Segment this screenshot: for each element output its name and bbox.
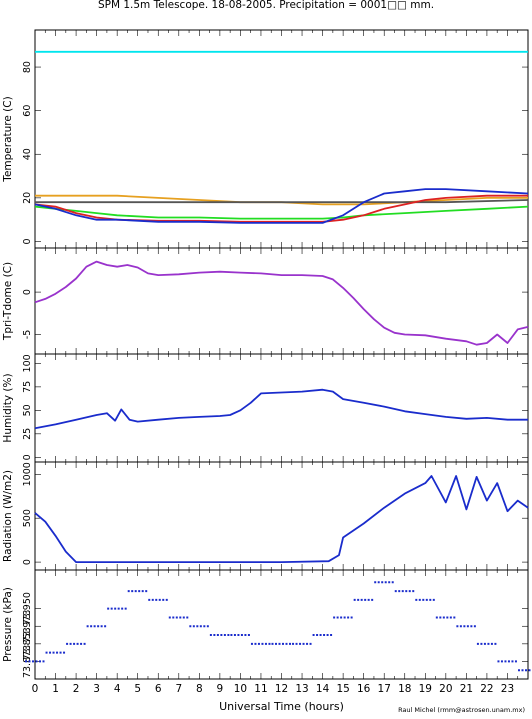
series-line-3 bbox=[35, 199, 529, 204]
x-tick-label: 19 bbox=[419, 683, 432, 695]
x-tick-label: 4 bbox=[114, 683, 121, 695]
series-line-1 bbox=[34, 260, 529, 346]
x-tick-label: 14 bbox=[316, 683, 330, 695]
y-axis-label: Radiation (W/m2) bbox=[2, 470, 14, 562]
panel-frame bbox=[34, 247, 529, 355]
x-tick-label: 1 bbox=[52, 683, 59, 695]
panel-1: 0 20 40 60 80 Temperature (C) bbox=[2, 29, 529, 249]
y-tick-label: -5 bbox=[22, 330, 33, 339]
y-tick-label: 0 bbox=[22, 454, 33, 460]
y-tick-label: 40 bbox=[22, 148, 33, 160]
series-1 bbox=[25, 581, 532, 672]
y-tick-label: 50 bbox=[22, 404, 33, 416]
panel-frame bbox=[34, 353, 529, 463]
x-tick-label: 13 bbox=[295, 683, 308, 695]
y-tick-label: 73.853 bbox=[22, 627, 33, 660]
panel-4: 0 500 1000 Radiation (W/m2) bbox=[2, 461, 529, 571]
y-tick-label: 0 bbox=[22, 238, 33, 244]
x-tick-label: 12 bbox=[275, 683, 288, 695]
x-tick-label: 2 bbox=[73, 683, 80, 695]
x-tick-label: 7 bbox=[175, 683, 182, 695]
y-axis-label: Pressure (kPa) bbox=[2, 587, 14, 662]
series-line-4 bbox=[34, 205, 529, 220]
x-tick-label: 22 bbox=[480, 683, 493, 695]
x-tick-label: 21 bbox=[460, 683, 473, 695]
y-tick-label: 60 bbox=[22, 105, 33, 117]
y-tick-label: 73.973 bbox=[22, 610, 33, 643]
y-tick-label: 500 bbox=[22, 509, 33, 527]
y-tick-label: 25 bbox=[22, 428, 33, 440]
panel-frame bbox=[34, 461, 529, 571]
x-tick-label: 17 bbox=[378, 683, 391, 695]
x-tick-label: 11 bbox=[254, 683, 267, 695]
x-tick-label: 3 bbox=[93, 683, 100, 695]
y-tick-label: 0 bbox=[22, 289, 33, 295]
x-tick-label: 15 bbox=[336, 683, 349, 695]
x-tick-label: 6 bbox=[155, 683, 162, 695]
panel-2: -5 0 Tpri-Tdome (C) bbox=[2, 247, 529, 355]
y-axis-label: Tpri-Tdome (C) bbox=[2, 262, 14, 341]
y-axis-label: Humidity (%) bbox=[2, 373, 14, 442]
panel-3: 0 25 50 75 100 Humidity (%) bbox=[2, 353, 529, 463]
x-tick-label: 18 bbox=[398, 683, 411, 695]
chart-title: SPM 1.5m Telescope. 18-08-2005. Precipit… bbox=[98, 0, 434, 11]
y-tick-label: 100 bbox=[22, 354, 33, 372]
y-tick-label: 20 bbox=[22, 192, 33, 204]
author-credit: Raul Michel (rmm@astrosen.unam.mx) bbox=[398, 706, 525, 714]
series-line-1 bbox=[34, 475, 529, 563]
x-tick-label: 10 bbox=[234, 683, 247, 695]
x-tick-label: 23 bbox=[501, 683, 514, 695]
y-tick-label: 75 bbox=[22, 381, 33, 393]
y-axis-label: Temperature (C) bbox=[2, 96, 14, 182]
x-tick-label: 16 bbox=[357, 683, 371, 695]
series-line-5 bbox=[34, 194, 528, 223]
x-tick-label: 9 bbox=[217, 683, 224, 695]
y-tick-label: 80 bbox=[22, 61, 33, 73]
series-line-1 bbox=[34, 388, 528, 430]
x-tick-label: 5 bbox=[134, 683, 141, 695]
y-tick-label: 73.950 bbox=[22, 592, 33, 625]
panel-frame bbox=[34, 569, 529, 680]
y-tick-label: 73.873 bbox=[22, 645, 33, 678]
x-tick-label: 0 bbox=[32, 683, 39, 695]
series-line-6 bbox=[34, 188, 529, 224]
y-tick-label: 0 bbox=[22, 559, 33, 565]
y-tick-label: 1000 bbox=[22, 462, 33, 486]
x-tick-label: 20 bbox=[439, 683, 452, 695]
x-tick-label: 8 bbox=[196, 683, 203, 695]
x-axis-label: Universal Time (hours) bbox=[219, 700, 344, 713]
